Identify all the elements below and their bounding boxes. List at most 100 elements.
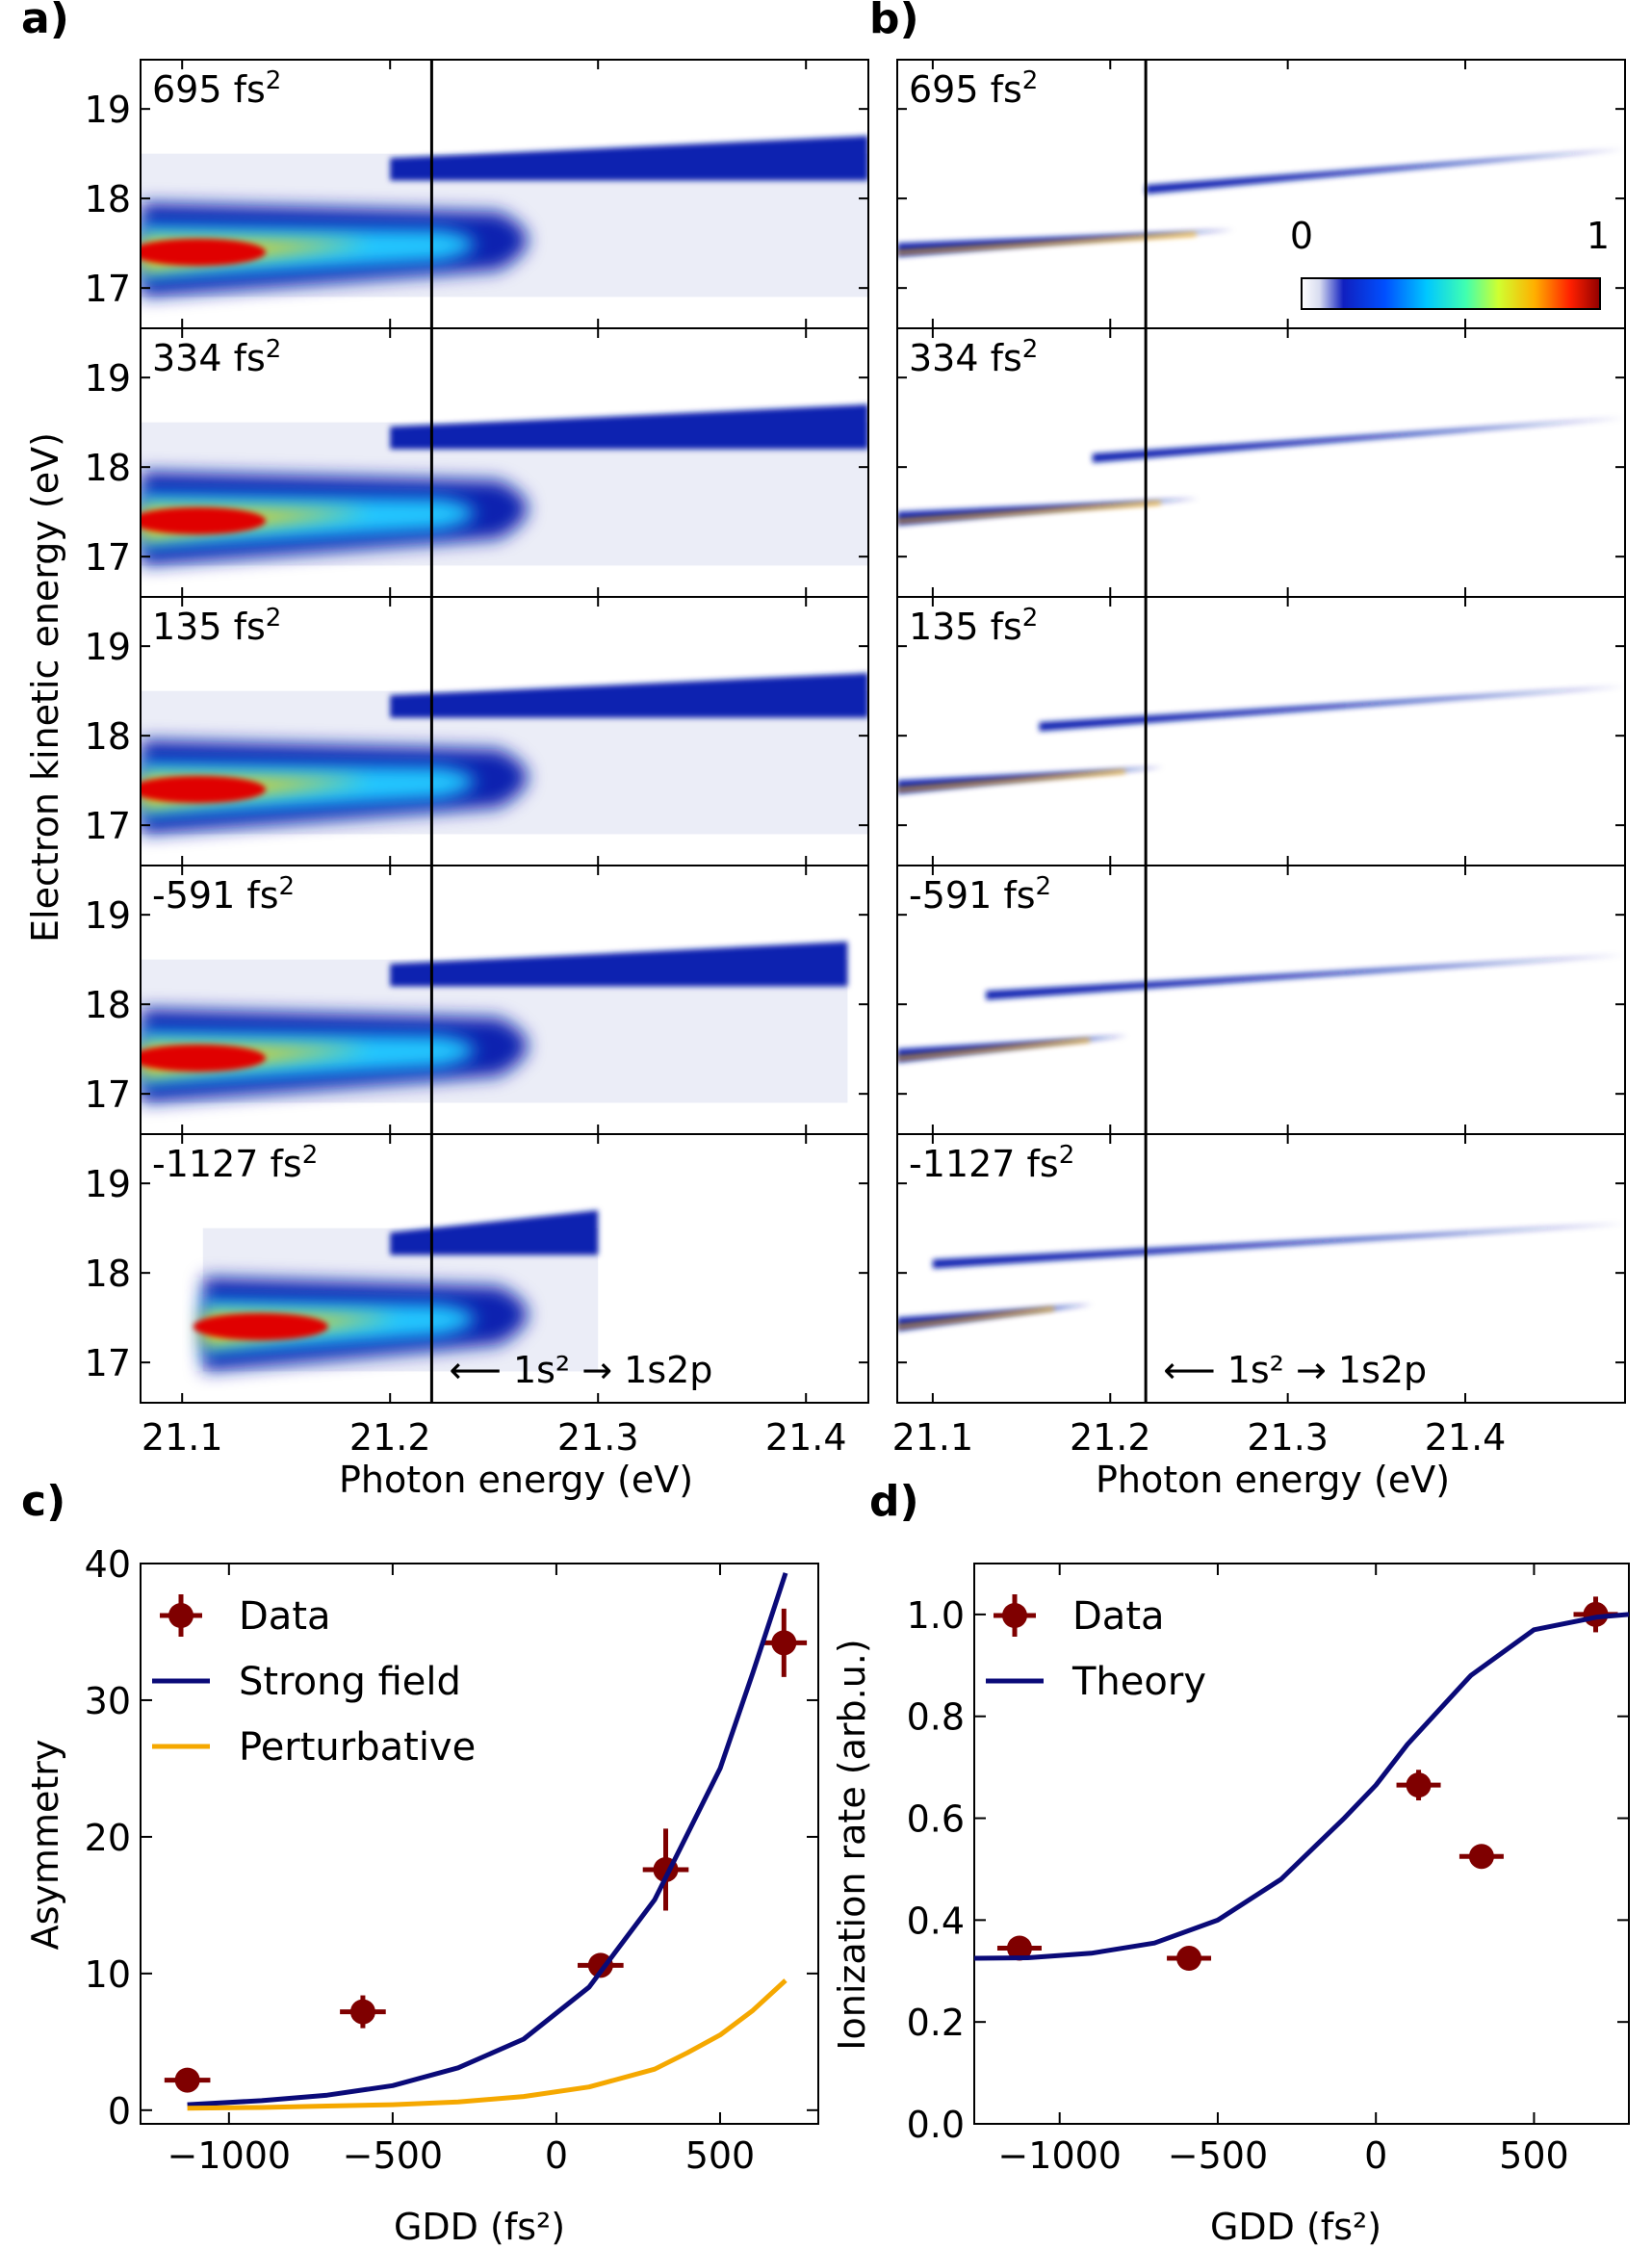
heatmap-row-135: 135 fs2	[896, 596, 1626, 866]
panel-b-content: 695 fs2 334 fs2 135 fs2 -591 fs2 -1127 fs2 21…	[892, 59, 1626, 1459]
y-tick-label: 18	[85, 447, 131, 489]
legend-label-theory: Theory	[1071, 1660, 1206, 1704]
data-point	[349, 1999, 375, 2025]
panel-d-content: −1000 −500 0 500 0.0 0.2 0.4 0.6 0.8 1.0 Data Theor…	[907, 1563, 1630, 2177]
heatmap-image	[897, 686, 1625, 794]
row-frame	[896, 1133, 1626, 1404]
x-tick-label: 21.3	[1247, 1416, 1329, 1459]
panel-a-ylabel: Electron kinetic energy (eV)	[24, 432, 66, 943]
y-tick-label: 30	[85, 1680, 131, 1722]
y-tick-label: 0.0	[907, 2104, 965, 2146]
y-tick-label: 0.2	[907, 2002, 965, 2044]
heatmap-image	[141, 404, 868, 566]
theory-lower-hot	[897, 501, 1161, 523]
transition-label: ⟵ 1s² → 1s2p	[449, 1349, 712, 1391]
heatmap-image	[141, 673, 868, 835]
y-tick-label: 18	[85, 1253, 131, 1295]
colorbar-min-label: 0	[1290, 215, 1313, 257]
legend-label-data: Data	[239, 1594, 331, 1639]
y-tick-label: 20	[85, 1817, 131, 1859]
heatmap-row-334: 334 fs2	[896, 327, 1626, 598]
gdd-label-695: 695 fs2	[152, 66, 281, 111]
upper-band	[390, 1210, 599, 1255]
legend: Data Strong field Perturbative	[152, 1594, 476, 1770]
x-tick-label: −500	[343, 2134, 443, 2177]
theory-upper-band	[1146, 149, 1625, 194]
heatmap-image	[141, 942, 848, 1103]
gdd-label-334: 334 fs2	[909, 335, 1038, 379]
heatmap-row-695: 695 fs2	[896, 59, 1626, 329]
heatmap-row-695: 695 fs2 17 18 19	[85, 59, 869, 329]
lower-band-peak	[141, 238, 266, 266]
panel-c-xlabel: GDD (fs²)	[394, 2206, 565, 2248]
panel-c-asymmetry-plot: −1000 −500 0 500 0 10 20 30 40 Data Strong field Pe…	[24, 1543, 819, 2248]
upper-band	[390, 673, 868, 718]
panel-a-xlabel: Photon energy (eV)	[339, 1459, 693, 1501]
x-tick-label: 21.4	[1425, 1416, 1507, 1459]
panel-letter-c: c)	[21, 1477, 65, 1526]
plot-area	[974, 1596, 1629, 1972]
x-tick-label: 21.1	[142, 1416, 223, 1459]
gdd-label-695: 695 fs2	[909, 66, 1038, 111]
theory-lower-band	[897, 1304, 1093, 1331]
y-tick-label: 40	[85, 1543, 131, 1586]
x-tick-label: 500	[1499, 2134, 1569, 2177]
lower-band-core	[202, 1300, 476, 1354]
y-tick-label: 10	[85, 1953, 131, 1996]
data-point	[1006, 1935, 1032, 1961]
x-tick-label: 0	[545, 2134, 568, 2177]
gdd-label--591: -591 fs2	[152, 872, 295, 917]
series-line-theory	[974, 1612, 1629, 1961]
heatmap-image	[897, 955, 1625, 1063]
y-tick-label: 17	[85, 268, 131, 310]
row-frame	[140, 1133, 869, 1404]
data-point	[1176, 1946, 1202, 1972]
heatmap-image	[897, 418, 1625, 526]
gdd-label-135: 135 fs2	[152, 604, 281, 648]
theory-lower-hot	[897, 1038, 1090, 1060]
y-tick-label: 18	[85, 984, 131, 1026]
y-tick-label: 19	[85, 626, 131, 668]
x-tick-label: 500	[685, 2134, 756, 2177]
series-line-perturbative	[187, 1978, 787, 2111]
colorbar-max-label: 1	[1587, 215, 1610, 257]
panel-letter-d: d)	[869, 1477, 919, 1526]
plot-area	[164, 1572, 808, 2111]
lower-band-core	[141, 763, 475, 816]
y-tick-label: 17	[85, 1342, 131, 1384]
y-tick-label: 17	[85, 536, 131, 579]
y-tick-label: 18	[85, 178, 131, 220]
plot-frame	[973, 1563, 1630, 2125]
y-tick-label: 0.4	[907, 1900, 965, 1942]
y-tick-label: 19	[85, 357, 131, 400]
heatmap-image	[193, 1210, 599, 1372]
legend-marker	[1002, 1603, 1027, 1628]
y-tick-label: 1.0	[907, 1594, 965, 1637]
theory-upper-band	[932, 1224, 1625, 1269]
gdd-label-135: 135 fs2	[909, 604, 1038, 648]
heatmap-image	[141, 136, 868, 297]
heatmap-row--1127: -1127 fs2	[896, 1133, 1626, 1404]
legend-label-data: Data	[1072, 1594, 1165, 1639]
x-tick-label: −1000	[997, 2134, 1122, 2177]
data-point	[587, 1952, 613, 1978]
heatmap-image	[897, 149, 1625, 257]
theory-lower-hot	[897, 1306, 1054, 1329]
panel-b-heatmaps: 695 fs2 334 fs2 135 fs2 -591 fs2 -1127 fs2 21…	[892, 59, 1626, 1501]
panel-letter-b: b)	[869, 0, 919, 43]
heatmap-row-135: 135 fs2 17 18 19	[85, 596, 869, 866]
colorbar-gradient	[1301, 277, 1601, 310]
y-tick-label: 18	[85, 715, 131, 758]
upper-band	[390, 942, 848, 987]
x-tick-label: 21.1	[892, 1416, 974, 1459]
theory-upper-band	[1039, 686, 1625, 732]
plot-frame	[140, 1563, 819, 2125]
y-tick-label: 17	[85, 1073, 131, 1116]
panel-d-ionization-plot: −1000 −500 0 500 0.0 0.2 0.4 0.6 0.8 1.0 Data Theor…	[831, 1563, 1630, 2248]
x-tick-label: 0	[1364, 2134, 1387, 2177]
gdd-label--1127: -1127 fs2	[909, 1141, 1074, 1185]
x-tick-label: 21.4	[765, 1416, 847, 1459]
